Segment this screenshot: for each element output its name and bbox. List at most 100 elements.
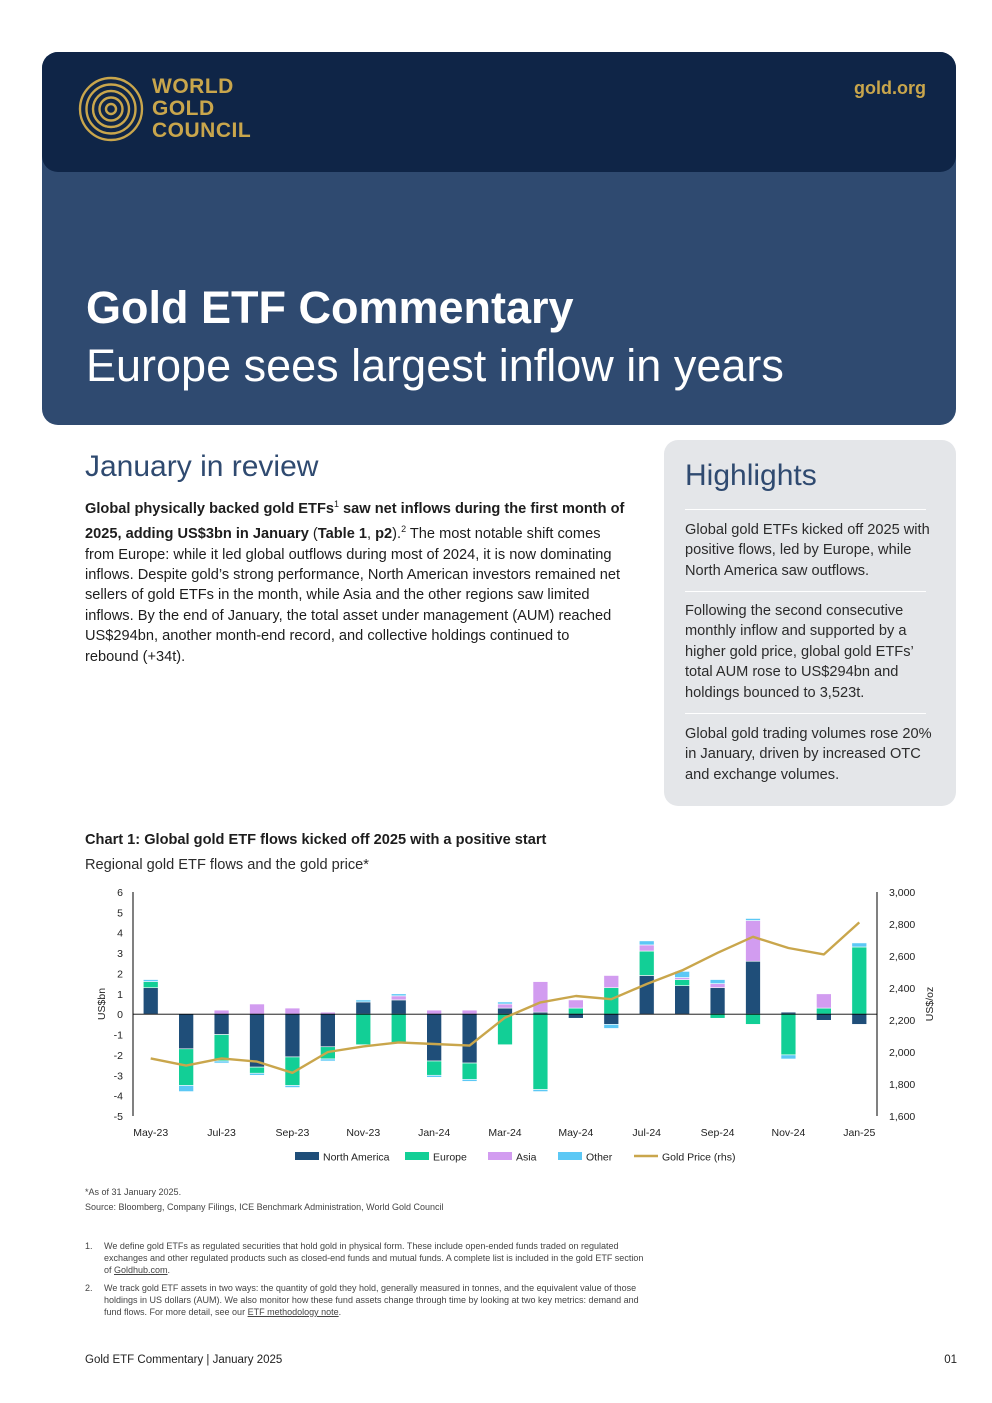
bar-segment xyxy=(709,1013,726,1019)
logo-line-world: WORLD xyxy=(152,75,234,98)
x-tick-label: May-23 xyxy=(133,1127,168,1139)
bar-segment xyxy=(638,944,655,952)
footnote-end: . xyxy=(167,1265,171,1275)
bar-segment xyxy=(709,979,726,984)
bar-segment xyxy=(355,999,372,1003)
chart-title: Chart 1: Global gold ETF flows kicked of… xyxy=(85,832,547,848)
y-tick-label: -5 xyxy=(114,1111,123,1123)
legend-label: Europe xyxy=(433,1152,467,1164)
page-title: Gold ETF Commentary xyxy=(86,282,574,333)
y2-tick-label: 2,200 xyxy=(889,1015,915,1027)
bar-segment xyxy=(213,1034,230,1062)
table-ref-link[interactable]: Table 1 xyxy=(317,526,367,543)
bar-segment xyxy=(709,987,726,1015)
bar-segment xyxy=(320,1013,336,1048)
bar-segment xyxy=(426,1060,442,1076)
wgc-logo-wordmark: WORLD GOLD COUNCIL xyxy=(152,76,251,142)
legend-swatch xyxy=(405,1152,429,1160)
y-tick-label: -3 xyxy=(114,1070,123,1082)
etf-flows-chart: 6 5 4 3 2 1 0 -1 -2 -3 -4 -5 3,000 2,800 2,600 2,400 2,2… xyxy=(96,887,936,1164)
highlight-item: Global gold ETFs kicked off 2025 with po… xyxy=(685,522,930,579)
header-top-band xyxy=(42,52,956,172)
bar-segment xyxy=(603,1024,620,1029)
bar-segment xyxy=(851,946,868,1015)
x-tick-label: Nov-23 xyxy=(346,1127,380,1139)
footnote-text: We track gold ETF assets in two ways: th… xyxy=(104,1283,639,1317)
x-tick-label: May-24 xyxy=(558,1127,593,1139)
legend-label: Gold Price (rhs) xyxy=(662,1152,736,1164)
bar-segment xyxy=(603,1013,620,1025)
bar-segment xyxy=(461,1079,478,1082)
bar-segment xyxy=(568,1007,584,1015)
bar-segment xyxy=(638,940,655,946)
bar-segment xyxy=(568,1013,584,1019)
gold-price-line xyxy=(150,921,861,1075)
legend-swatch xyxy=(488,1152,512,1160)
bar-segment xyxy=(284,1013,301,1058)
bar-segment xyxy=(568,999,584,1009)
bar-segment xyxy=(603,987,620,1015)
bar-segment xyxy=(355,1013,372,1046)
bar-segment xyxy=(674,977,690,980)
bar-segment xyxy=(178,1013,194,1050)
y2-tick-label: 2,000 xyxy=(889,1047,915,1059)
bar-segment xyxy=(674,979,690,986)
bar-segment xyxy=(816,993,832,1009)
legend-swatch xyxy=(558,1152,582,1160)
bar-segment xyxy=(426,1009,442,1015)
review-ref-sep: , xyxy=(367,526,376,543)
bar-segment xyxy=(745,1013,761,1025)
y-tick-label: 6 xyxy=(117,887,123,899)
bar-segment xyxy=(780,1013,797,1056)
bar-segment xyxy=(178,1048,194,1086)
bar-segment xyxy=(780,1054,797,1060)
bar-segment xyxy=(142,979,159,982)
bar-segment xyxy=(320,1058,336,1062)
bar-segment xyxy=(816,1013,832,1021)
y-tick-label: 5 xyxy=(117,907,123,919)
bar-segment xyxy=(249,1013,265,1068)
legend-label: Other xyxy=(586,1152,613,1164)
site-link[interactable]: gold.org xyxy=(854,78,926,98)
bar-segment xyxy=(461,1013,478,1064)
legend-label: Asia xyxy=(516,1152,537,1164)
bar-segment xyxy=(497,1003,513,1009)
bar-segment xyxy=(426,1074,442,1078)
page-ref-link[interactable]: p2 xyxy=(375,526,393,543)
y-tick-label: 3 xyxy=(117,948,123,960)
bar-segment xyxy=(461,1062,478,1080)
y2-axis-title: US$/oz xyxy=(924,987,936,1021)
x-tick-label: Nov-24 xyxy=(771,1127,805,1139)
footer-doc-title: Gold ETF Commentary | January 2025 xyxy=(85,1354,283,1366)
bar-segment xyxy=(497,1007,513,1015)
logo-line-council: COUNCIL xyxy=(152,119,252,142)
bar-segment xyxy=(638,950,655,976)
wgc-logo-icon xyxy=(78,76,144,142)
bar-segment xyxy=(213,1013,230,1035)
bar-segment xyxy=(142,987,159,1015)
chart-subtitle: Regional gold ETF flows and the gold pri… xyxy=(85,857,369,873)
bar-segment xyxy=(674,985,690,1015)
x-tick-label: Jan-25 xyxy=(843,1127,875,1139)
bar-segment xyxy=(745,960,761,1015)
bar-segment xyxy=(249,1066,265,1074)
footnote-1: 1. We define gold ETFs as regulated secu… xyxy=(85,1240,645,1276)
highlights-divider xyxy=(685,591,926,592)
bar-segment xyxy=(532,981,549,1013)
x-tick-label: Jul-24 xyxy=(632,1127,661,1139)
chart-source: Source: Bloomberg, Company Filings, ICE … xyxy=(85,1202,444,1212)
footnote-ref-1[interactable]: 1 xyxy=(333,499,339,509)
highlights-divider xyxy=(685,509,926,510)
y-tick-label: 1 xyxy=(117,989,123,1001)
footer-page-number: 01 xyxy=(944,1354,957,1366)
legend-swatch xyxy=(295,1152,319,1160)
bar-segment xyxy=(603,975,620,989)
y2-tick-label: 1,800 xyxy=(889,1079,915,1091)
highlight-item: Global gold trading volumes rose 20% in … xyxy=(685,726,932,783)
y-tick-label: -4 xyxy=(114,1091,123,1103)
goldhub-link[interactable]: Goldhub.com xyxy=(114,1265,168,1275)
footnote-ref-2[interactable]: 2 xyxy=(401,524,407,535)
bar-segment xyxy=(355,1001,372,1015)
etf-methodology-link[interactable]: ETF methodology note xyxy=(247,1307,339,1317)
review-bold-mid: saw net inflows during the first month o… xyxy=(85,500,625,543)
